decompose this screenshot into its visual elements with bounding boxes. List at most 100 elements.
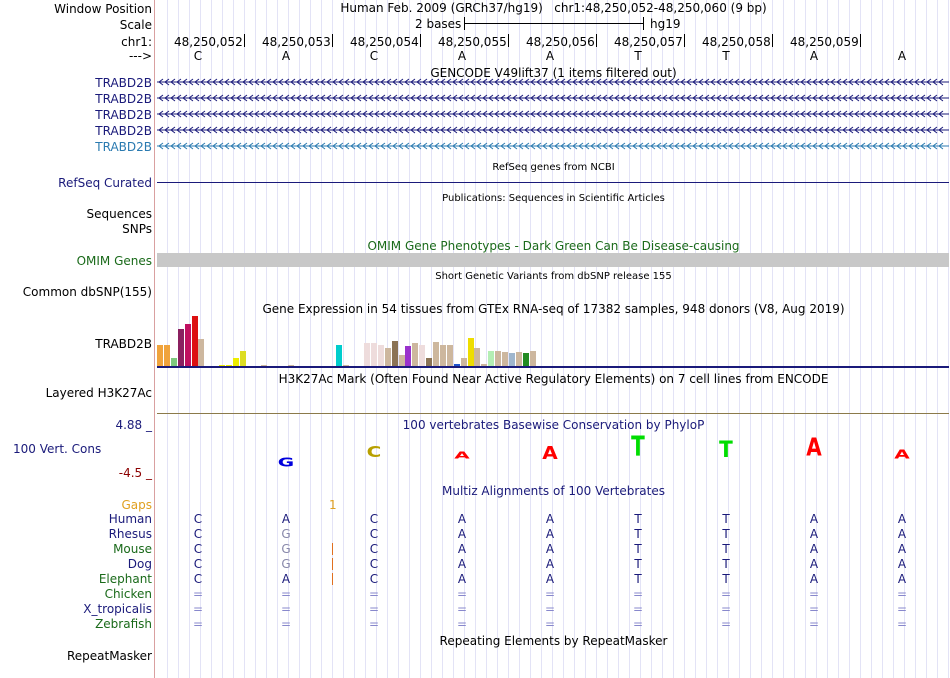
species-label[interactable]: Human: [108, 512, 152, 526]
gtex-tissue-bar[interactable]: [178, 329, 184, 368]
grid-line: [332, 0, 333, 678]
gtex-tissue-bar[interactable]: [488, 351, 494, 368]
grid-line: [233, 0, 234, 678]
alignment-base: T: [634, 557, 642, 571]
gtex-tissue-bar[interactable]: [502, 352, 508, 368]
transcript-strand-arrows: [157, 78, 949, 86]
alignment-base: C: [193, 542, 203, 556]
species-label[interactable]: Dog: [127, 557, 152, 571]
grid-line: [772, 0, 773, 678]
gtex-baseline: [157, 366, 949, 368]
gtex-tissue-bar[interactable]: [468, 338, 474, 368]
gtex-tissue-bar[interactable]: [447, 345, 453, 368]
gencode-transcript[interactable]: [157, 107, 949, 121]
grid-line: [464, 0, 465, 678]
h3k27ac-baseline: [157, 413, 949, 414]
gtex-tissue-bar[interactable]: [405, 346, 411, 368]
species-label[interactable]: Elephant: [98, 572, 152, 586]
gtex-tissue-bar[interactable]: [412, 343, 418, 368]
gencode-transcript[interactable]: [157, 75, 949, 89]
coordinate-tick: [332, 34, 333, 47]
alignment-base: C: [369, 557, 379, 571]
gtex-tissue-bar[interactable]: [426, 358, 432, 368]
reference-base: A: [457, 49, 467, 63]
grid-line: [750, 0, 751, 678]
gencode-transcript[interactable]: [157, 123, 949, 137]
gtex-tissue-bar[interactable]: [233, 358, 239, 368]
scale-label: Scale: [119, 18, 152, 32]
gtex-tissue-bar[interactable]: [371, 343, 377, 368]
repeatmasker-label[interactable]: RepeatMasker: [66, 649, 152, 663]
alignment-base: C: [369, 542, 379, 556]
species-label[interactable]: X_tropicalis: [83, 602, 152, 616]
gtex-tissue-bar[interactable]: [192, 316, 198, 368]
alignment-base: =: [456, 617, 468, 631]
gtex-tissue-bar[interactable]: [157, 345, 163, 368]
sequences-label[interactable]: Sequences: [86, 207, 152, 221]
gtex-tissue-bar[interactable]: [399, 355, 405, 368]
gencode-transcript[interactable]: [157, 91, 949, 105]
gencode-transcript-label[interactable]: TRABD2B: [95, 140, 152, 154]
gtex-bar-chart[interactable]: [157, 314, 557, 368]
gtex-tissue-bar[interactable]: [433, 342, 439, 368]
gencode-transcript-label[interactable]: TRABD2B: [95, 76, 152, 90]
gtex-tissue-bar[interactable]: [392, 341, 398, 368]
alignment-base: T: [722, 527, 730, 541]
gtex-tissue-bar[interactable]: [385, 348, 391, 368]
gtex-tissue-bar[interactable]: [474, 348, 480, 368]
dbsnp-label[interactable]: Common dbSNP(155): [22, 285, 152, 299]
h3k27ac-label[interactable]: Layered H3K27Ac: [45, 386, 152, 400]
gtex-tissue-bar[interactable]: [336, 345, 342, 368]
grid-line: [409, 0, 410, 678]
alignment-base: T: [722, 512, 730, 526]
species-label[interactable]: Chicken: [104, 587, 152, 601]
gtex-tissue-bar[interactable]: [461, 358, 467, 368]
species-label[interactable]: Mouse: [113, 542, 152, 556]
gtex-tissue-bar[interactable]: [523, 353, 529, 368]
gtex-tissue-bar[interactable]: [530, 351, 536, 368]
gtex-tissue-bar[interactable]: [509, 353, 515, 368]
grid-line: [585, 0, 586, 678]
gtex-tissue-bar[interactable]: [164, 345, 170, 368]
alignment-base: A: [809, 572, 819, 586]
gtex-tissue-bar[interactable]: [516, 352, 522, 368]
species-label[interactable]: Zebrafish: [95, 617, 152, 631]
gtex-tissue-bar[interactable]: [171, 358, 177, 368]
gtex-tissue-bar[interactable]: [378, 345, 384, 368]
coordinate-tick: [860, 34, 861, 47]
gencode-transcript-label[interactable]: TRABD2B: [95, 108, 152, 122]
scale-bar: [464, 17, 644, 31]
gencode-transcript-label[interactable]: TRABD2B: [95, 92, 152, 106]
gtex-tissue-bar[interactable]: [364, 343, 370, 368]
grid-line: [640, 0, 641, 678]
gencode-transcript[interactable]: [157, 139, 949, 153]
species-label[interactable]: Rhesus: [108, 527, 152, 541]
omim-label[interactable]: OMIM Genes: [76, 254, 152, 268]
snps-label[interactable]: SNPs: [122, 222, 152, 236]
alignment-base: =: [192, 617, 204, 631]
conservation-letter: A: [442, 450, 482, 460]
conservation-letter: T: [620, 432, 656, 460]
omim-title: OMIM Gene Phenotypes - Dark Green Can Be…: [367, 239, 740, 253]
grid-line: [882, 0, 883, 678]
gtex-tissue-bar[interactable]: [185, 324, 191, 368]
coordinate-label: 48,250,052: [174, 35, 243, 49]
alignment-base: A: [897, 527, 907, 541]
alignment-base: =: [720, 617, 732, 631]
alignment-base: C: [193, 572, 203, 586]
omim-bar[interactable]: [157, 253, 949, 267]
gtex-label[interactable]: TRABD2B: [95, 337, 152, 351]
phylop-ymin: -4.5 _: [118, 466, 152, 480]
gtex-tissue-bar[interactable]: [495, 351, 501, 368]
refseq-label[interactable]: RefSeq Curated: [58, 176, 152, 190]
gtex-tissue-bar[interactable]: [419, 345, 425, 368]
gtex-tissue-bar[interactable]: [440, 345, 446, 368]
gtex-tissue-bar[interactable]: [198, 339, 204, 368]
phylop-label[interactable]: 100 Vert. Cons: [13, 442, 102, 456]
gtex-tissue-bar[interactable]: [240, 351, 246, 368]
gencode-transcript-label[interactable]: TRABD2B: [95, 124, 152, 138]
refseq-gene-line[interactable]: [157, 182, 949, 183]
alignment-base: A: [809, 527, 819, 541]
